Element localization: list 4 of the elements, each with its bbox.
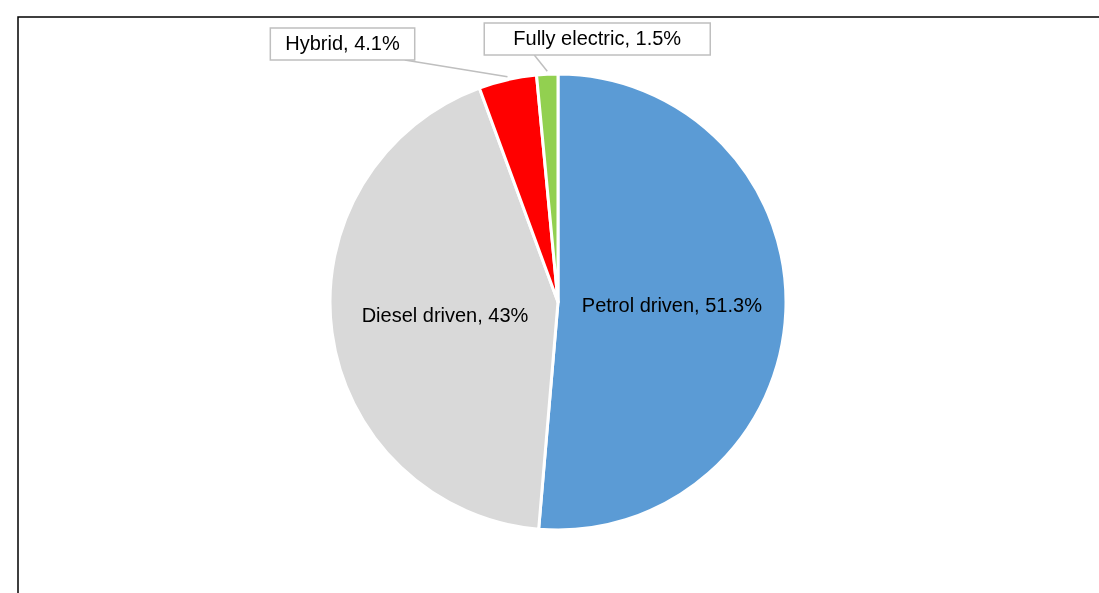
slice-label: Diesel driven, 43%: [361, 304, 529, 327]
slice-label: Petrol driven, 51.3%: [581, 294, 763, 317]
slice-label: Fully electric, 1.5%: [513, 27, 682, 50]
slice-label: Hybrid, 4.1%: [285, 32, 400, 55]
